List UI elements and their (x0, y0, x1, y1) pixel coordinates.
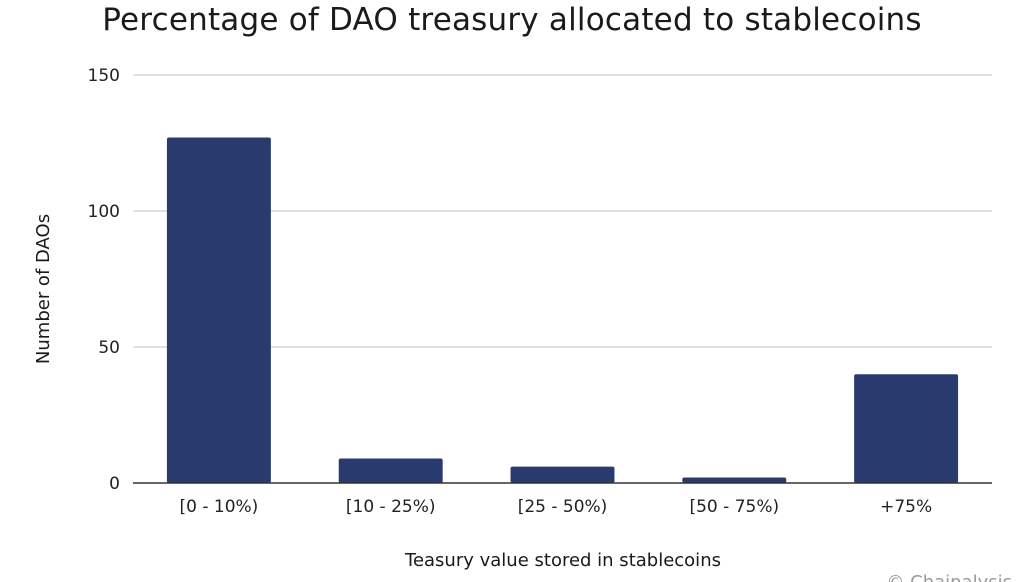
bars (166, 137, 959, 483)
bar (854, 374, 959, 483)
gridlines (133, 74, 992, 348)
bar (510, 466, 615, 483)
x-tick-label: +75% (880, 497, 932, 517)
chart-title: Percentage of DAO treasury allocated to … (102, 2, 922, 38)
x-axis-title: Teasury value stored in stablecoins (404, 550, 721, 571)
y-axis-title: Number of DAOs (33, 214, 54, 364)
y-tick-label: 0 (109, 474, 120, 494)
x-axis-ticks: [0 - 10%) [10 - 25%) [25 - 50%) [50 - 75%) +… (179, 497, 932, 517)
x-tick-label: [10 - 25%) (346, 497, 436, 517)
x-tick-label: [25 - 50%) (518, 497, 608, 517)
y-tick-label: 50 (98, 338, 120, 358)
y-tick-label: 100 (88, 202, 120, 222)
y-tick-label: 150 (88, 66, 120, 86)
x-tick-label: [0 - 10%) (179, 497, 258, 517)
bar (166, 137, 271, 483)
bar (338, 458, 443, 483)
credit-watermark: © Chainalysis (886, 572, 1012, 582)
x-tick-label: [50 - 75%) (689, 497, 779, 517)
y-axis-ticks: 0 50 100 150 (88, 66, 120, 494)
bar (682, 477, 787, 483)
